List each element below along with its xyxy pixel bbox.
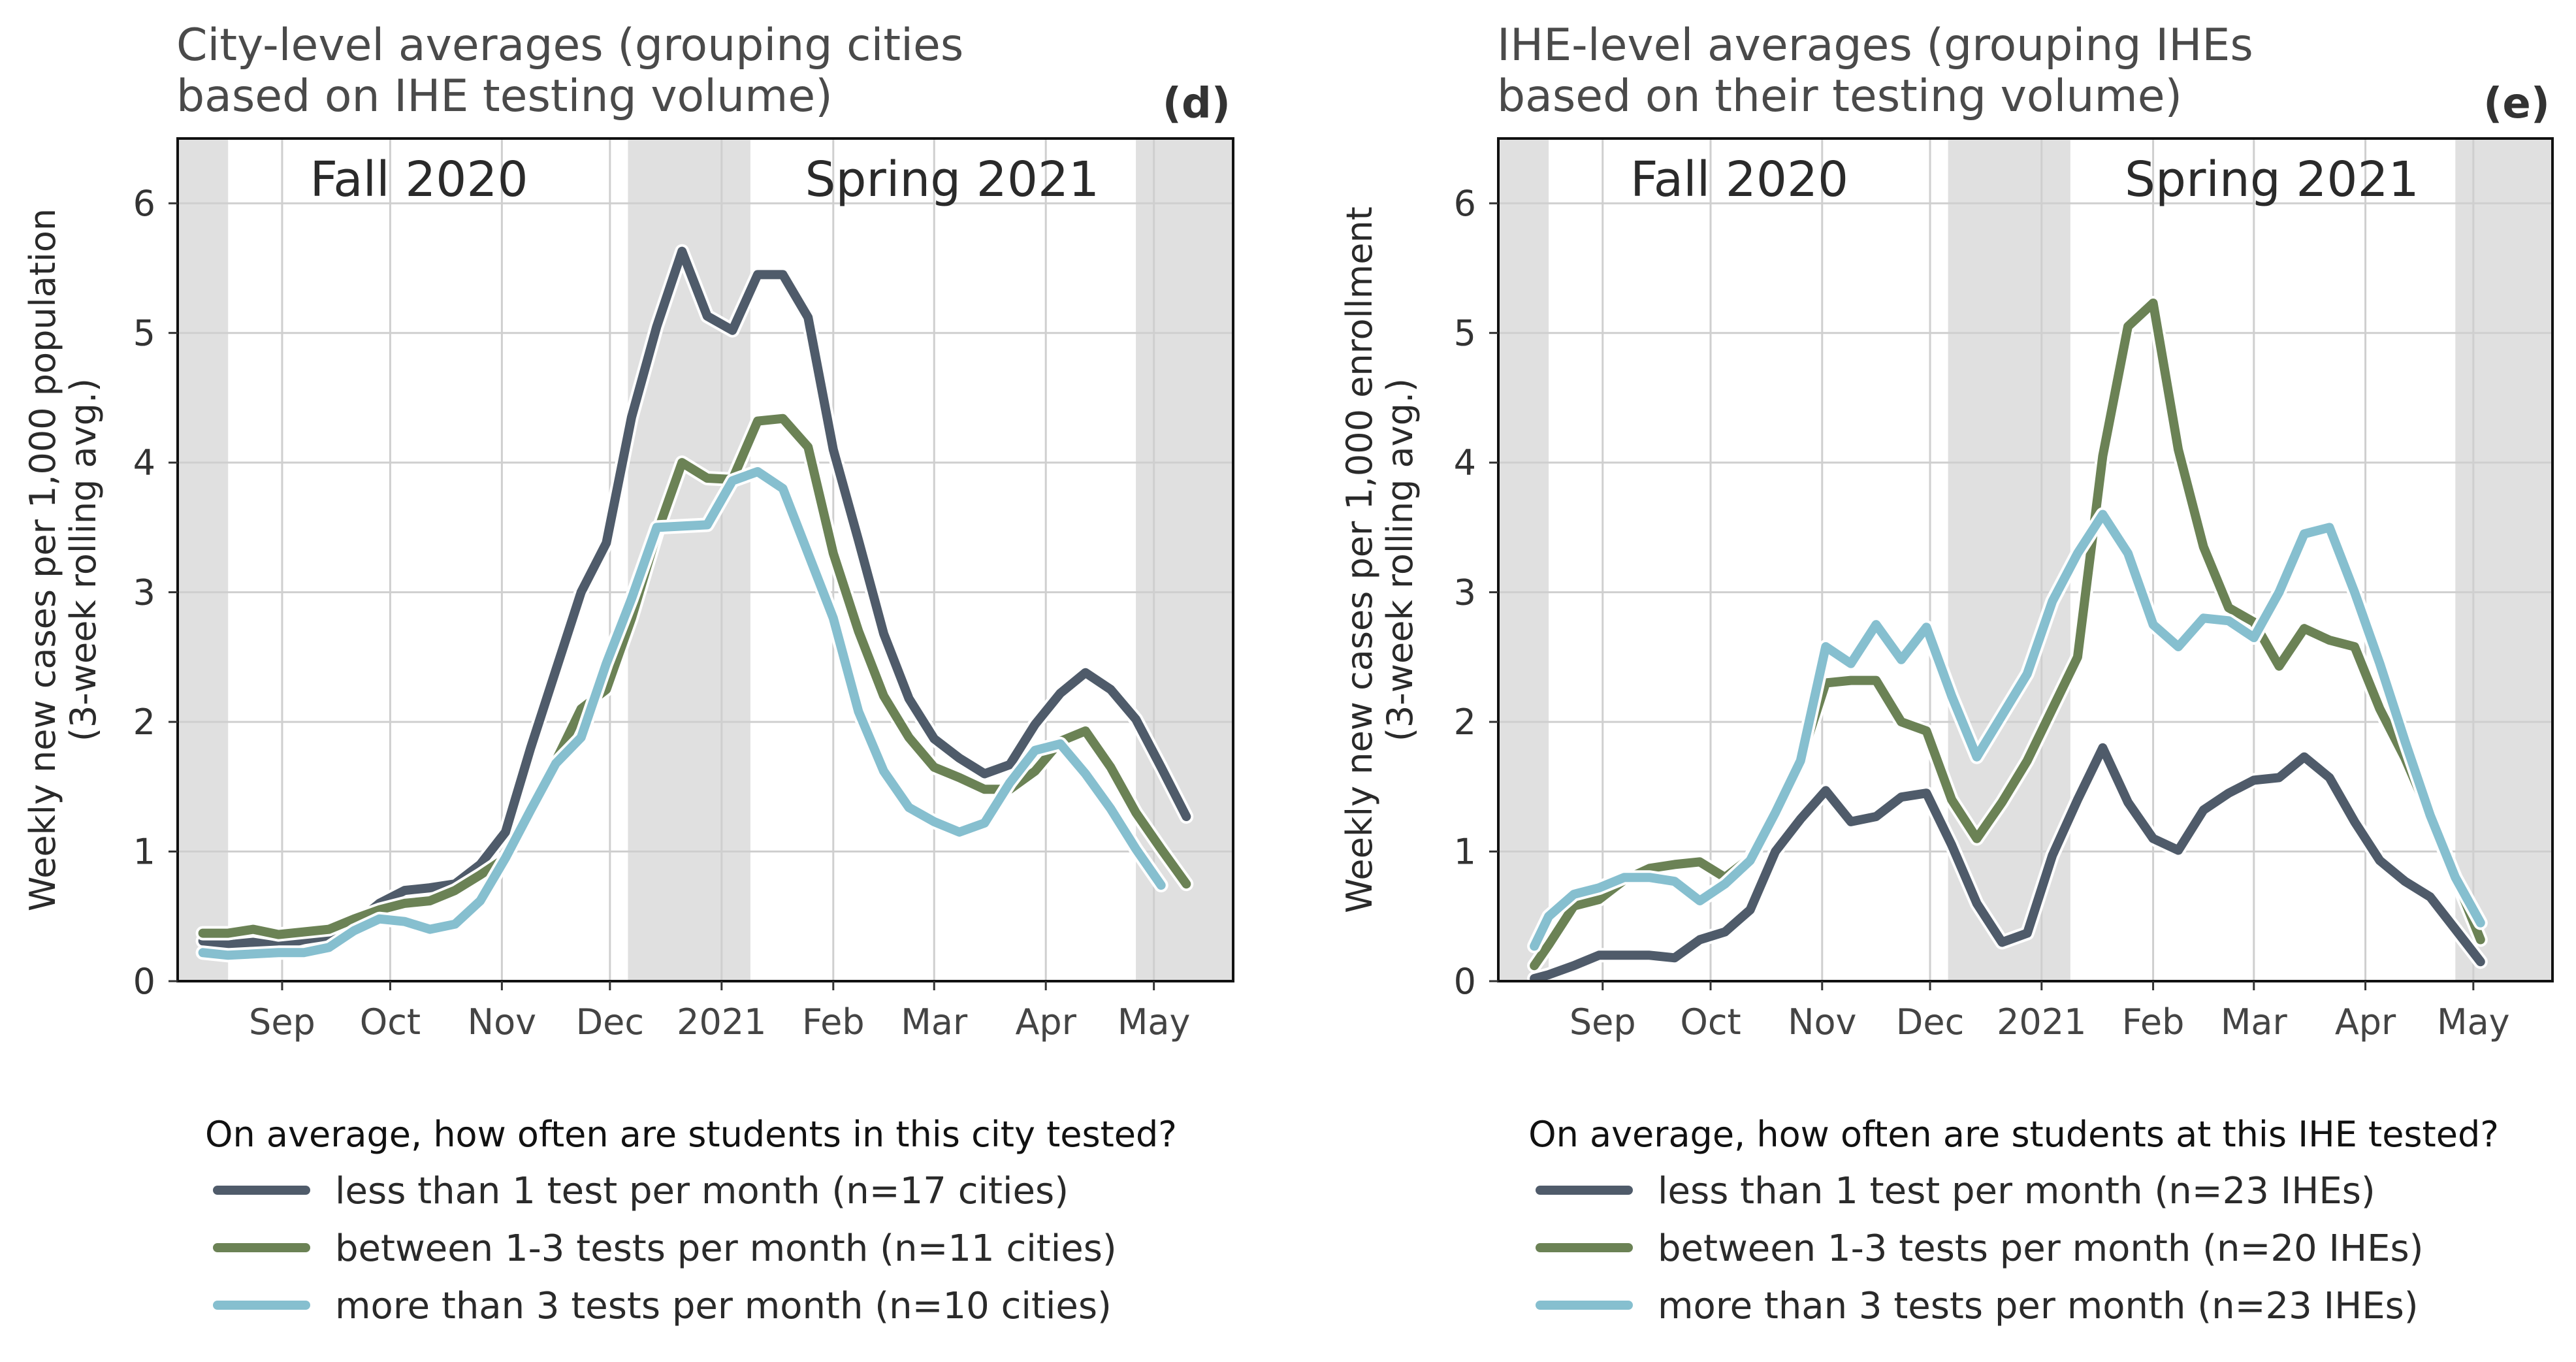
chart-title-line-0: City-level averages (grouping cities	[176, 20, 963, 71]
shaded-period-2	[2455, 138, 2552, 981]
plot-frame	[176, 137, 1234, 982]
legend-label-more: more than 3 tests per month (n=23 IHEs)	[1658, 1285, 2419, 1327]
y-tick-label-1: 1	[1454, 832, 1476, 873]
x-tick-label-apr: Apr	[1015, 1001, 1076, 1043]
y-tick-label-2: 2	[133, 702, 155, 743]
x-tick-label-apr: Apr	[2335, 1001, 2396, 1043]
season-label-1: Spring 2021	[2125, 152, 2419, 208]
legend-label-less: less than 1 test per month (n=17 cities)	[335, 1170, 1069, 1212]
shaded-period-0	[1498, 138, 1549, 981]
plot-frame	[1497, 137, 2554, 982]
y-tick-label-1: 1	[133, 832, 155, 873]
y-tick-label-2: 2	[1454, 702, 1476, 743]
y-axis-label-line-0: Weekly new cases per 1,000 enrollment	[1339, 206, 1380, 913]
y-axis-label: Weekly new cases per 1,000 enrollment(3-…	[1339, 206, 1421, 913]
series-line-more	[1530, 510, 2485, 951]
series-lines	[195, 244, 1194, 963]
legend-title: On average, how often are students at th…	[1528, 1114, 2499, 1155]
y-tick-label-6: 6	[1454, 183, 1476, 224]
series-line-more	[198, 467, 1166, 960]
y-tick-label-0: 0	[133, 961, 155, 1002]
y-tick-label-3: 3	[1454, 572, 1476, 613]
shaded-period-1	[1948, 138, 2070, 981]
x-tick-label-feb: Feb	[802, 1001, 865, 1043]
x-tick-label-nov: Nov	[468, 1001, 536, 1043]
y-tick-label-5: 5	[1454, 313, 1476, 354]
legend-label-between: between 1-3 tests per month (n=11 cities…	[335, 1227, 1117, 1270]
y-axis-label-line-0: Weekly new cases per 1,000 population	[22, 208, 63, 911]
x-tick-label-oct: Oct	[360, 1001, 421, 1043]
x-tick-label-mar: Mar	[2221, 1001, 2288, 1043]
y-tick-label-6: 6	[133, 183, 155, 224]
series-lines	[1527, 296, 2488, 981]
panel-tag: (d)	[1163, 80, 1231, 128]
x-tick-label-2021: 2021	[1997, 1001, 2086, 1043]
y-tick-label-3: 3	[133, 572, 155, 613]
x-tick-label-sep: Sep	[249, 1001, 315, 1043]
chart-title-line-0: IHE-level averages (grouping IHEs	[1497, 20, 2253, 71]
season-label-0: Fall 2020	[1630, 152, 1848, 208]
x-tick-label-oct: Oct	[1680, 1001, 1741, 1043]
y-tick-label-4: 4	[133, 442, 155, 483]
x-tick-label-mar: Mar	[901, 1001, 968, 1043]
y-axis-label-line-1: (3-week rolling avg.)	[1379, 378, 1421, 741]
x-tick-label-feb: Feb	[2122, 1001, 2185, 1043]
panel-ihe-level: Fall 2020 Spring 2021 0 1 2 3 4 5 6 Sep Oct Nov Dec 2…	[1339, 20, 2554, 1327]
chart-title-line-1: based on their testing volume)	[1497, 71, 2182, 122]
series-line-between	[1530, 299, 2485, 971]
y-tick-label-5: 5	[133, 313, 155, 354]
x-tick-label-nov: Nov	[1788, 1001, 1856, 1043]
series-line-less	[1530, 743, 2485, 981]
legend-label-between: between 1-3 tests per month (n=20 IHEs)	[1658, 1227, 2423, 1270]
legend-label-more: more than 3 tests per month (n=10 cities…	[335, 1285, 1112, 1327]
x-tick-label-dec: Dec	[576, 1001, 645, 1043]
x-tick-label-dec: Dec	[1896, 1001, 1965, 1043]
season-label-1: Spring 2021	[805, 152, 1099, 208]
chart-title: City-level averages (grouping cities base…	[176, 20, 963, 122]
chart-title: IHE-level averages (grouping IHEs based o…	[1497, 20, 2253, 122]
y-tick-label-0: 0	[1454, 961, 1476, 1002]
x-tick-label-sep: Sep	[1570, 1001, 1636, 1043]
chart-title-line-1: based on IHE testing volume)	[176, 71, 833, 122]
x-tick-label-2021: 2021	[677, 1001, 766, 1043]
x-tick-label-may: May	[2437, 1001, 2510, 1043]
season-label-0: Fall 2020	[310, 152, 528, 208]
shaded-period-0	[178, 138, 229, 981]
shaded-period-2	[1136, 138, 1233, 981]
legend-title: On average, how often are students in th…	[205, 1114, 1177, 1155]
y-tick-label-4: 4	[1454, 442, 1476, 483]
legend-label-less: less than 1 test per month (n=23 IHEs)	[1658, 1170, 2375, 1212]
series-line-between	[198, 413, 1191, 939]
y-axis-label-line-1: (3-week rolling avg.)	[63, 378, 104, 741]
panel-tag: (e)	[2483, 80, 2550, 128]
y-axis-label: Weekly new cases per 1,000 population(3-…	[22, 208, 104, 911]
x-tick-label-may: May	[1118, 1001, 1191, 1043]
panel-city-level: Fall 2020 Spring 2021 0 1 2 3 4 5 6 Sep Oct Nov Dec 2…	[22, 20, 1234, 1327]
